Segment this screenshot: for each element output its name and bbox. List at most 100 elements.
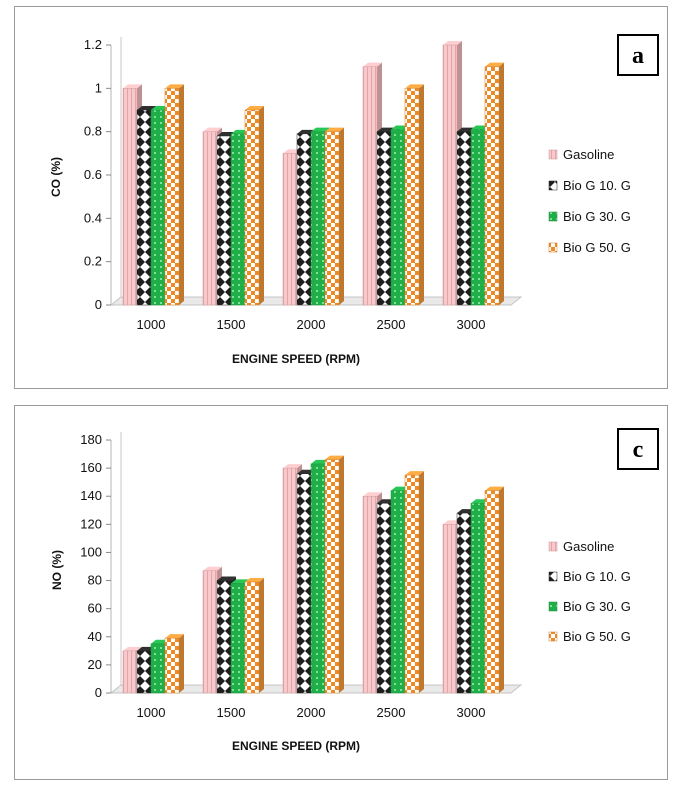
chart-c-svg: 0 20 40 60 80 100 120 140 160 180 1000 1500 2000 2500… bbox=[50, 428, 659, 753]
bar-top bbox=[137, 106, 156, 110]
chart-a-ylabel: CO (%) bbox=[49, 157, 63, 197]
bar-side bbox=[259, 106, 264, 305]
chart-a-bars bbox=[122, 41, 504, 306]
bar-front bbox=[296, 473, 312, 694]
legend-swatch bbox=[548, 541, 558, 552]
bar-front bbox=[230, 583, 246, 694]
legend-swatch bbox=[548, 571, 558, 582]
bar-front bbox=[324, 131, 340, 306]
bar bbox=[324, 455, 344, 694]
bar-top bbox=[311, 127, 330, 132]
bar-top bbox=[405, 471, 424, 476]
y-tick-label: 20 bbox=[88, 657, 102, 672]
bar-top bbox=[123, 84, 142, 89]
legend-label: Bio G 30. G bbox=[563, 209, 631, 224]
x-tick-label: 1500 bbox=[217, 705, 246, 720]
y-tick-label: 100 bbox=[80, 544, 102, 559]
bar-front bbox=[376, 131, 392, 306]
bar-front bbox=[244, 109, 260, 306]
bar-top bbox=[165, 84, 184, 89]
chart-a-legend: Gasoline Bio G 10. G Bio G 30. G Bio G 50. … bbox=[548, 147, 631, 255]
x-tick-label: 2500 bbox=[377, 317, 406, 332]
bar-front bbox=[484, 490, 500, 694]
chart-c-panel-letter-box bbox=[617, 428, 659, 470]
bar-front bbox=[310, 131, 326, 306]
bar-front bbox=[150, 643, 166, 694]
bar-side bbox=[339, 455, 344, 693]
bar-front bbox=[216, 580, 232, 694]
y-tick-label: 0 bbox=[95, 685, 102, 700]
bar-front bbox=[136, 650, 152, 694]
bar-front bbox=[376, 503, 392, 694]
bar-side bbox=[179, 634, 184, 693]
y-tick-label: 180 bbox=[80, 432, 102, 447]
bar bbox=[244, 577, 264, 694]
x-tick-label: 2000 bbox=[297, 705, 326, 720]
x-tick-label: 1500 bbox=[217, 317, 246, 332]
x-tick-label: 3000 bbox=[457, 705, 486, 720]
bar-front bbox=[244, 581, 260, 694]
bar-front bbox=[310, 463, 326, 694]
bar-side bbox=[179, 84, 184, 305]
bar bbox=[164, 84, 184, 306]
bar-front bbox=[202, 131, 218, 306]
bar bbox=[404, 84, 424, 306]
x-tick-label: 2500 bbox=[377, 705, 406, 720]
y-tick-label: 140 bbox=[80, 488, 102, 503]
bar-front bbox=[456, 131, 472, 306]
y-tick-label: 0.8 bbox=[84, 124, 102, 139]
bar-front bbox=[442, 44, 458, 306]
y-tick-label: 60 bbox=[88, 601, 102, 616]
bar-top bbox=[203, 566, 222, 571]
bar-front bbox=[404, 88, 420, 306]
bar-front bbox=[390, 129, 406, 306]
bar-side bbox=[499, 62, 504, 305]
chart-c-legend: Gasoline Bio G 10. G Bio G 30. G Bio G 50. … bbox=[548, 539, 631, 644]
legend-item: Bio G 50. G bbox=[548, 629, 631, 644]
bar bbox=[404, 471, 424, 694]
y-tick-label: 120 bbox=[80, 516, 102, 531]
legend-item: Bio G 30. G bbox=[548, 209, 631, 224]
bar-front bbox=[122, 650, 138, 694]
chart-a-panel-letter: a bbox=[632, 43, 644, 69]
y-tick-label: 40 bbox=[88, 629, 102, 644]
chart-panel-c: 0 20 40 60 80 100 120 140 160 180 1000 1500 2000 2500… bbox=[14, 405, 668, 780]
bar-front bbox=[150, 109, 166, 306]
x-tick-label: 1000 bbox=[137, 705, 166, 720]
bar-front bbox=[324, 459, 340, 694]
bar-top bbox=[217, 576, 236, 581]
legend-item: Bio G 10. G bbox=[548, 569, 631, 584]
bar-top bbox=[443, 41, 462, 45]
y-tick-label: 1.2 bbox=[84, 37, 102, 52]
bar-front bbox=[122, 88, 138, 306]
bar-top bbox=[363, 62, 382, 67]
chart-c-ylabel: NO (%) bbox=[50, 550, 64, 590]
bar-front bbox=[442, 524, 458, 694]
bar-front bbox=[362, 66, 378, 306]
bar-front bbox=[484, 66, 500, 306]
bar-top bbox=[405, 84, 424, 89]
bar-front bbox=[362, 495, 378, 694]
y-tick-label: 0.6 bbox=[84, 167, 102, 182]
chart-a-xlabel: ENGINE SPEED (RPM) bbox=[232, 352, 360, 366]
legend-label: Bio G 50. G bbox=[563, 240, 631, 255]
bar-top bbox=[283, 464, 302, 469]
legend-item: Bio G 30. G bbox=[548, 599, 631, 614]
bar-front bbox=[202, 570, 218, 694]
bar-front bbox=[230, 133, 246, 306]
legend-label: Bio G 30. G bbox=[563, 599, 631, 614]
legend-item: Bio G 50. G bbox=[548, 240, 631, 255]
y-tick-label: 160 bbox=[80, 460, 102, 475]
bar-top bbox=[245, 577, 264, 582]
legend-label: Bio G 10. G bbox=[563, 178, 631, 193]
chart-c-xlabel: ENGINE SPEED (RPM) bbox=[232, 739, 360, 753]
chart-a-panel-letter-box bbox=[617, 34, 659, 76]
legend-swatch bbox=[548, 211, 558, 222]
legend-label: Gasoline bbox=[563, 539, 614, 554]
legend-item: Gasoline bbox=[548, 147, 614, 162]
bar-front bbox=[456, 512, 472, 694]
legend-swatch bbox=[548, 601, 558, 612]
bar-front bbox=[404, 474, 420, 694]
bar-top bbox=[123, 646, 142, 651]
legend-swatch bbox=[548, 149, 558, 160]
